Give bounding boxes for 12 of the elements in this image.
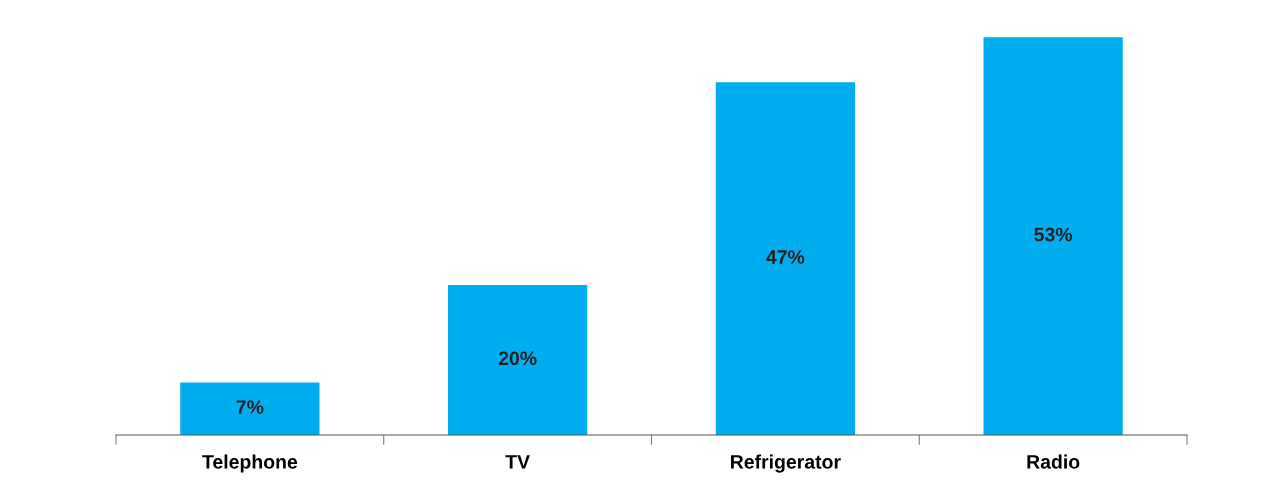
x-tick-label: Radio: [1027, 454, 1080, 469]
data-label: 7%: [236, 400, 264, 414]
data-label: 20%: [498, 351, 537, 366]
bar: [448, 284, 588, 435]
x-tick-label: Telephone: [202, 454, 298, 473]
data-label: 53%: [1034, 227, 1073, 242]
x-tick-label: Refrigerator: [731, 454, 841, 473]
bar: [180, 382, 320, 435]
bar: [715, 82, 855, 435]
x-tick-label: TV: [505, 455, 530, 469]
bar: [983, 37, 1123, 435]
data-label: 47%: [766, 250, 805, 264]
